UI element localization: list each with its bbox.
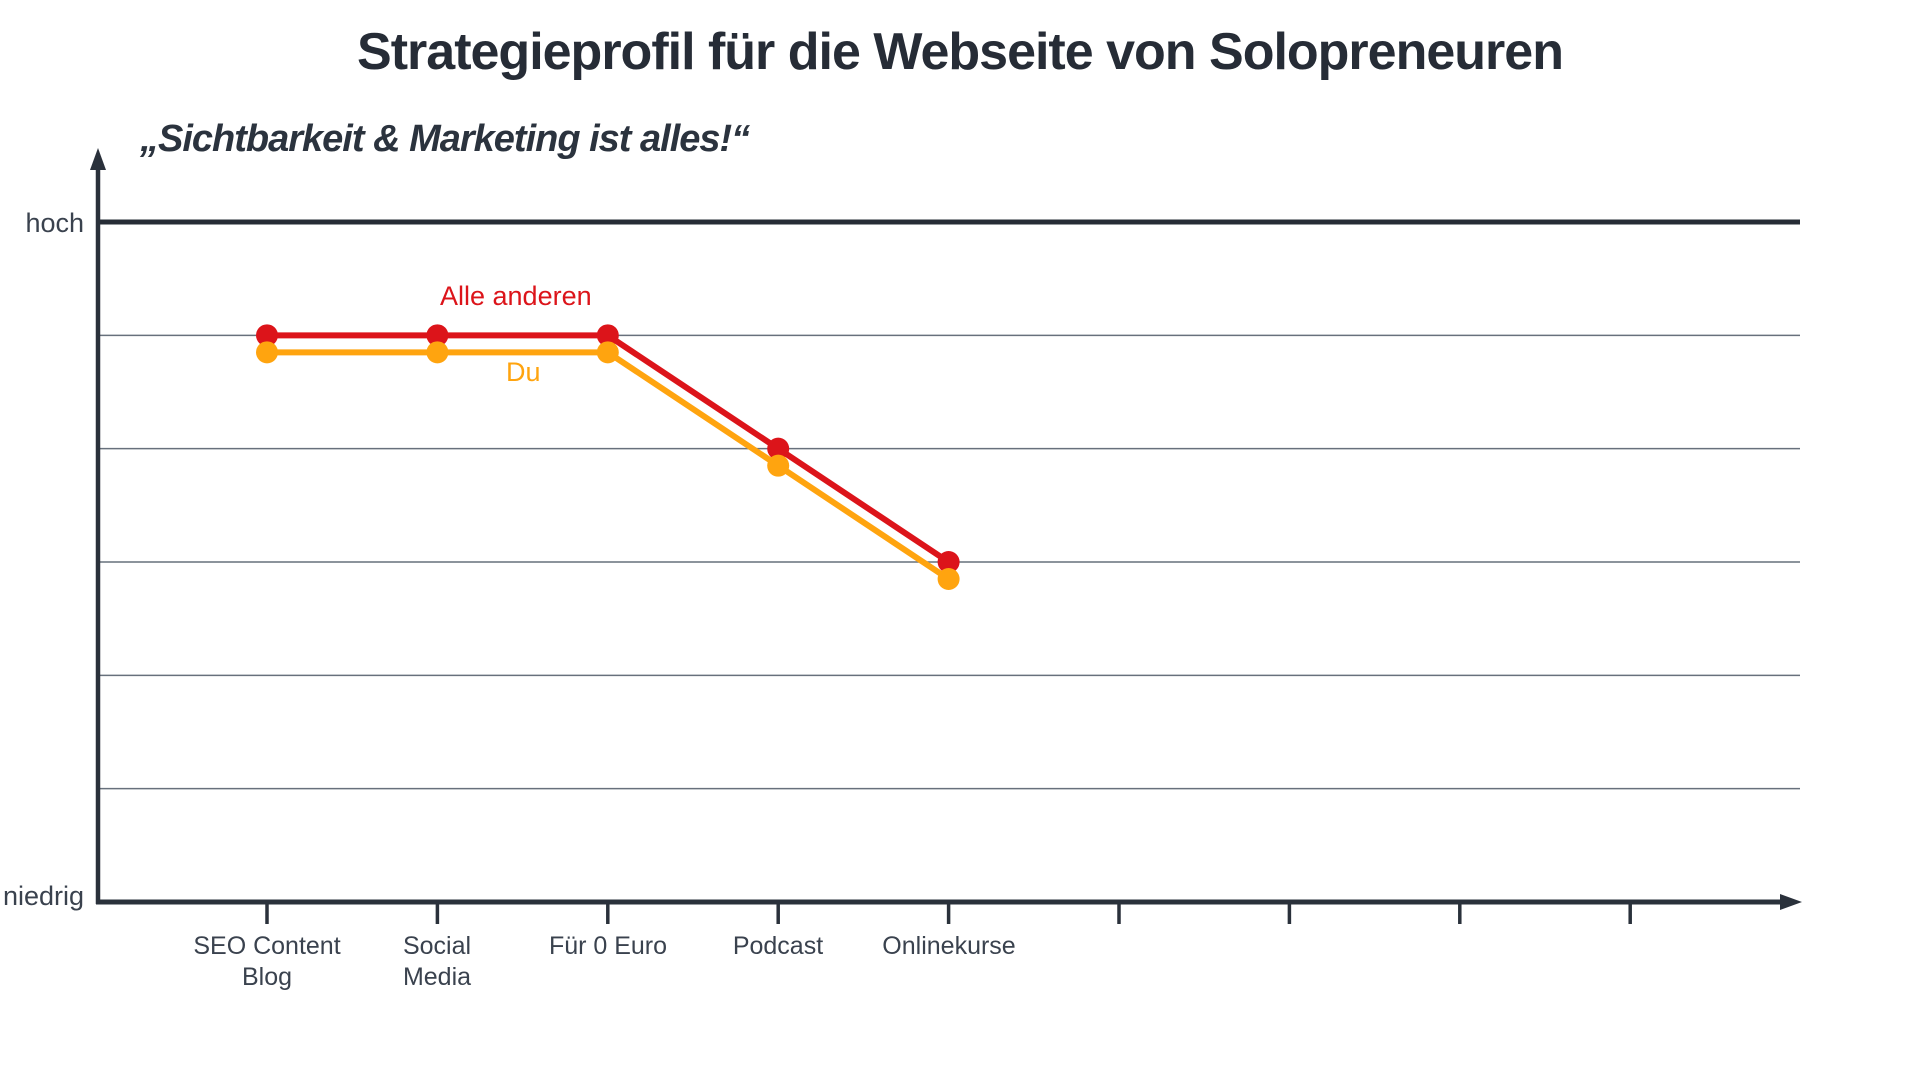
data-point-1-3 [767, 454, 790, 477]
x-axis-arrow [1780, 894, 1802, 910]
data-point-1-0 [256, 341, 278, 364]
data-point-1-4 [937, 568, 960, 590]
chart-title: Strategieprofil für die Webseite von Sol… [357, 23, 1564, 81]
x-tick-label-seo-content-blog: SEO Content Blog [193, 932, 341, 992]
x-tick-label-fuer-0-euro: Für 0 Euro [548, 932, 668, 960]
x-tick-label-onlinekurse: Onlinekurse [882, 932, 1016, 960]
x-tick-label-podcast: Podcast [732, 932, 824, 960]
data-point-0-4 [937, 551, 960, 573]
data-point-0-1 [426, 324, 449, 347]
y-axis-arrow [90, 148, 106, 170]
chart-subtitle: „Sichtbarkeit & Marketing ist alles!“ [140, 118, 750, 160]
data-point-1-2 [596, 341, 619, 364]
series-label-du: Du [506, 357, 541, 387]
series-label-alle-anderen: Alle anderen [440, 281, 592, 311]
y-axis-label-hoch: hoch [25, 208, 84, 238]
data-point-0-3 [767, 437, 790, 460]
data-point-0-2 [596, 324, 619, 347]
series-line-1 [264, 349, 952, 582]
x-tick-label-social-media: Social Media [402, 932, 472, 992]
y-axis-label-niedrig: niedrig [2, 881, 84, 911]
data-point-1-1 [426, 341, 449, 364]
data-point-0-0 [256, 324, 278, 347]
